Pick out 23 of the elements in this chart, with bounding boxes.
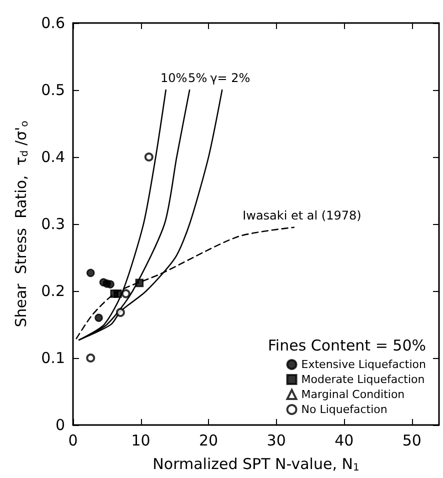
- legend-label: Marginal Condition: [301, 388, 405, 401]
- series-label: γ= 2%: [210, 71, 250, 85]
- series-label: 10%: [160, 71, 188, 85]
- y-tick-label: 0.1: [41, 349, 65, 367]
- y-tick-label: 0.5: [41, 81, 65, 99]
- y-axis-title: Shear Stress Ratio, τd /σ'o: [12, 120, 31, 328]
- y-tick-label: 0: [55, 416, 65, 434]
- x-tick-label: 40: [334, 432, 354, 450]
- legend-label: No Liquefaction: [301, 403, 388, 416]
- x-tick-label: 10: [131, 432, 150, 450]
- x-tick-label: 50: [402, 432, 422, 450]
- y-tick-label: 0.2: [41, 282, 65, 300]
- x-tick-label: 30: [266, 432, 286, 450]
- y-tick-label: 0.6: [41, 14, 65, 32]
- legend-label: Moderate Liquefaction: [301, 373, 425, 386]
- y-tick-label: 0.3: [41, 215, 65, 233]
- legend-label: Extensive Liquefaction: [301, 358, 426, 371]
- x-tick-label: 0: [68, 432, 78, 450]
- series-label: Iwasaki et al (1978): [242, 208, 362, 222]
- y-tick-label: 0.4: [41, 148, 65, 166]
- x-tick-label: 20: [199, 432, 218, 450]
- legend-title: Fines Content = 50%: [268, 336, 426, 354]
- series-label: 5%: [188, 71, 208, 85]
